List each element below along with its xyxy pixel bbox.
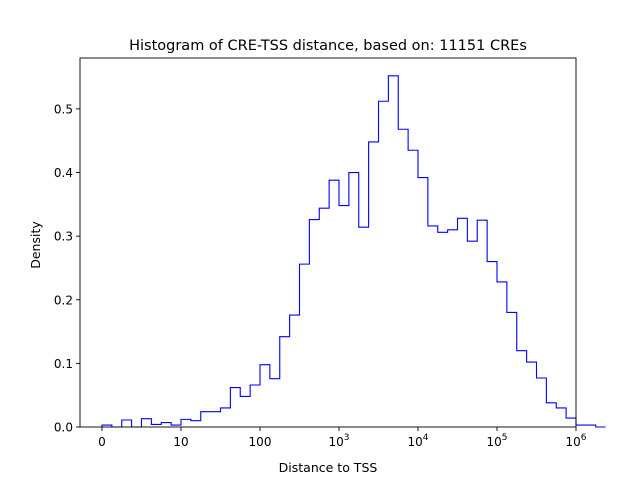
y-tick-label: 0.5 [54,102,73,116]
plot-frame [79,57,577,428]
x-tick-label: 100 [249,435,272,449]
x-tick-label: 0 [98,435,106,449]
y-tick-label: 0.3 [54,230,73,244]
y-axis-label: Density [28,221,43,269]
y-tick-label: 0.4 [54,166,73,180]
y-tick-label: 0.2 [54,293,73,307]
histogram-step-line [101,75,606,428]
x-tick-label: 10 [173,435,188,449]
x-axis-label: Distance to TSS [279,460,378,475]
chart-title: Histogram of CRE-TSS distance, based on:… [129,38,527,54]
plot-area: 0.0 0.1 0.2 0.3 0.4 0.5 0 10 100 103 104 105 106 [54,57,606,449]
y-tick-label: 0.0 [54,421,73,435]
x-tick-label: 104 [407,433,428,449]
x-tick-label: 105 [486,433,507,449]
x-tick-label: 106 [565,433,586,449]
y-tick-label: 0.1 [54,357,73,371]
x-tick-label: 103 [328,433,349,449]
